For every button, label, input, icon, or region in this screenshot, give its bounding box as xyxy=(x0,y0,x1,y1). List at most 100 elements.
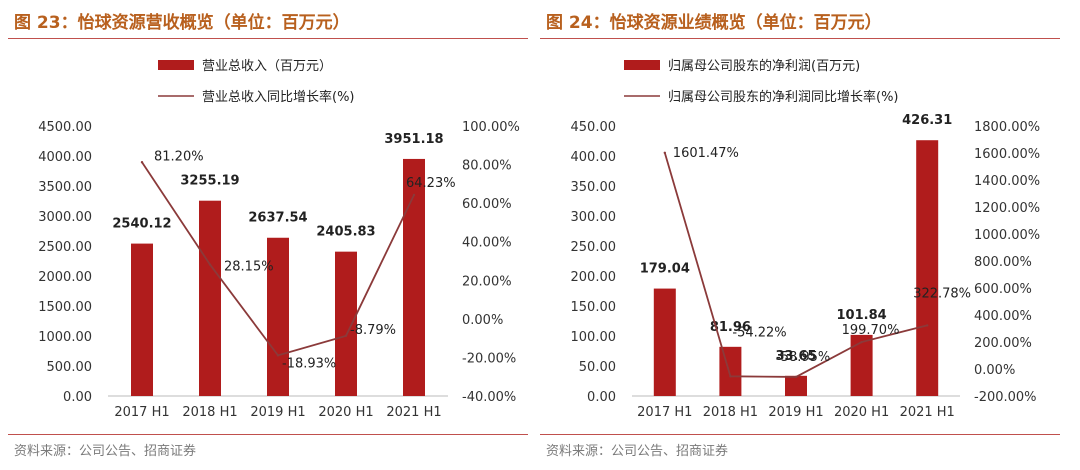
y-left-tick-label: 2500.00 xyxy=(38,240,92,255)
bar-value-label: 426.31 xyxy=(902,113,952,128)
line-point xyxy=(729,375,732,378)
legend-swatch-bar xyxy=(158,60,194,70)
y-left-tick-label: 200.00 xyxy=(571,270,617,285)
bar xyxy=(335,251,357,396)
source-note: 资料来源：公司公告、招商证券 xyxy=(14,444,197,459)
y-left-tick-label: 1500.00 xyxy=(38,300,92,315)
y-left-tick-label: 450.00 xyxy=(571,120,617,135)
legend-label: 归属母公司股东的净利润(百万元) xyxy=(668,58,860,74)
x-tick-label: 2017 H1 xyxy=(114,405,169,420)
bar xyxy=(403,158,425,396)
y-right-tick-label: 1400.00% xyxy=(974,174,1040,189)
y-left-tick-label: 3500.00 xyxy=(38,180,92,195)
revenue-chart: 营业总收入（百万元） 营业总收入同比增长率(%) 0.00 500.00 1000.00… xyxy=(38,59,520,420)
x-tick-label: 2019 H1 xyxy=(768,405,823,420)
line-point xyxy=(208,263,212,266)
figure-title: 图 23：怡球资源营收概览（单位：百万元） xyxy=(14,13,350,33)
y-right-tick-label: 400.00% xyxy=(974,309,1032,324)
line-value-label: -8.79% xyxy=(350,323,396,338)
bar xyxy=(653,288,676,396)
x-tick-label: 2020 H1 xyxy=(318,405,373,420)
bar xyxy=(785,375,807,396)
bar-value-label: 3951.18 xyxy=(384,132,443,147)
y-left-tick-label: 500.00 xyxy=(47,360,93,375)
net-profit-chart: 归属母公司股东的净利润(百万元) 归属母公司股东的净利润同比增长率(%) 0.00 5… xyxy=(571,58,1041,420)
y-right-tick-label: -40.00% xyxy=(462,390,516,405)
x-tick-label: 2017 H1 xyxy=(637,405,692,420)
x-tick-label: 2019 H1 xyxy=(250,405,305,420)
bar-value-label: 2540.12 xyxy=(112,217,171,232)
line-value-label: -58.95% xyxy=(776,350,830,365)
y-right-tick-label: 100.00% xyxy=(462,120,520,135)
y-right-tick-label: 1200.00% xyxy=(974,201,1040,216)
figure-title: 图 24：怡球资源业绩概览（单位：百万元） xyxy=(546,13,882,33)
line-point xyxy=(140,161,144,164)
y-left-tick-label: 3000.00 xyxy=(38,210,92,225)
y-right-tick-label: 0.00% xyxy=(462,313,503,328)
line-value-label: 199.70% xyxy=(842,323,900,338)
y-left-tick-label: 4500.00 xyxy=(38,120,92,135)
y-right-tick-label: 40.00% xyxy=(462,236,512,251)
chart-panel-revenue: 图 23：怡球资源营收概览（单位：百万元） 营业总收入（百万元） 营业总收入同比增… xyxy=(8,0,538,470)
y-left-tick-label: 0.00 xyxy=(587,390,616,405)
y-right-tick-label: 20.00% xyxy=(462,274,512,289)
line-value-label: 1601.47% xyxy=(673,146,739,161)
legend: 归属母公司股东的净利润(百万元) 归属母公司股东的净利润同比增长率(%) xyxy=(624,58,899,105)
line-point xyxy=(860,340,863,344)
y-left-tick-label: 300.00 xyxy=(571,210,617,225)
line-value-label: -54.22% xyxy=(732,325,786,340)
y-right-tick-label: 200.00% xyxy=(974,336,1032,351)
y-left-tick-label: 1000.00 xyxy=(38,330,92,345)
bar-value-label: 179.04 xyxy=(640,262,690,277)
legend: 营业总收入（百万元） 营业总收入同比增长率(%) xyxy=(158,59,355,105)
bar xyxy=(916,140,939,396)
chart-panel-net-profit: 图 24：怡球资源业绩概览（单位：百万元） 归属母公司股东的净利润(百万元) 归属… xyxy=(540,0,1070,470)
bar-value-label: 33.65 xyxy=(775,349,816,364)
bar xyxy=(267,237,289,396)
line-point xyxy=(794,375,798,379)
x-tick-label: 2021 H1 xyxy=(386,405,441,420)
y-left-tick-label: 50.00 xyxy=(579,360,616,375)
legend-label: 营业总收入（百万元） xyxy=(202,59,332,74)
y-left-tick-label: 250.00 xyxy=(571,240,617,255)
y-left-tick-label: 150.00 xyxy=(571,300,617,315)
bar xyxy=(850,334,873,396)
y-right-tick-label: 1800.00% xyxy=(974,120,1040,135)
y-left-tick-label: 4000.00 xyxy=(38,150,92,165)
y-left-tick-label: 100.00 xyxy=(571,330,617,345)
y-right-tick-label: -200.00% xyxy=(974,390,1037,405)
line-value-label: 64.23% xyxy=(406,176,456,191)
source-note: 资料来源：公司公告、招商证券 xyxy=(546,444,729,459)
y-right-tick-label: -20.00% xyxy=(462,351,516,366)
title-rule xyxy=(540,38,1060,39)
line-value-label: 322.78% xyxy=(913,286,971,301)
bar-value-label: 81.96 xyxy=(710,320,751,335)
y-right-tick-label: 1000.00% xyxy=(974,228,1040,243)
line-point xyxy=(412,193,416,197)
x-tick-label: 2020 H1 xyxy=(834,405,889,420)
y-left-tick-label: 400.00 xyxy=(571,150,617,165)
line-point xyxy=(276,354,280,357)
line-value-label: -18.93% xyxy=(282,356,336,371)
bar-value-label: 2405.83 xyxy=(316,225,375,240)
growth-line xyxy=(663,152,928,378)
line-value-label: 81.20% xyxy=(154,149,204,164)
y-right-tick-label: 800.00% xyxy=(974,255,1032,270)
legend-swatch-bar xyxy=(624,60,660,70)
x-tick-label: 2018 H1 xyxy=(703,405,758,420)
bar xyxy=(199,200,221,396)
line-point xyxy=(344,334,348,338)
y-right-tick-label: 80.00% xyxy=(462,159,512,174)
y-right-tick-label: 600.00% xyxy=(974,282,1032,297)
y-left-tick-label: 0.00 xyxy=(63,390,92,405)
bar-value-label: 3255.19 xyxy=(180,174,239,189)
line-point xyxy=(926,324,929,327)
bar-value-label: 101.84 xyxy=(837,308,887,323)
x-tick-label: 2018 H1 xyxy=(182,405,237,420)
y-right-tick-label: 1600.00% xyxy=(974,147,1040,162)
bar xyxy=(131,243,153,396)
x-tick-label: 2021 H1 xyxy=(900,405,955,420)
y-right-tick-label: 0.00% xyxy=(974,363,1015,378)
line-value-label: 28.15% xyxy=(224,260,274,275)
bar xyxy=(719,346,742,396)
